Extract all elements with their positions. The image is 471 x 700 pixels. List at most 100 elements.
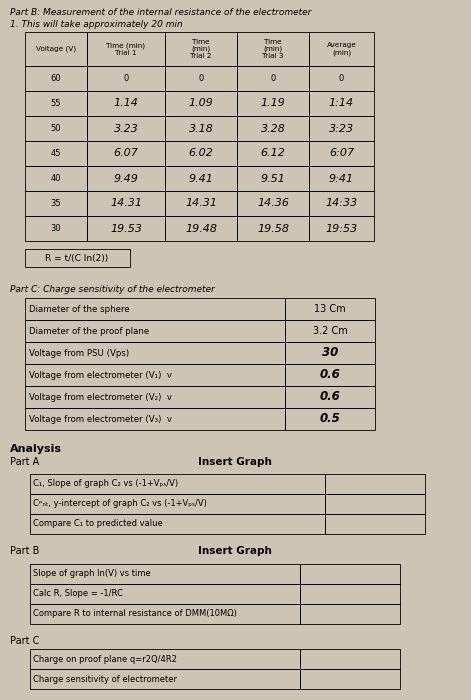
- Text: Charge sensitivity of electrometer: Charge sensitivity of electrometer: [33, 675, 177, 683]
- Bar: [309, 116, 374, 141]
- Bar: [300, 564, 400, 584]
- Text: 9.41: 9.41: [188, 174, 213, 183]
- Text: 40: 40: [51, 174, 61, 183]
- Text: 0: 0: [339, 74, 344, 83]
- Text: R = t/(C ln(2)): R = t/(C ln(2)): [45, 253, 109, 262]
- Bar: [237, 141, 309, 166]
- Bar: [25, 249, 130, 267]
- Bar: [309, 216, 374, 241]
- Bar: [25, 166, 87, 191]
- Bar: [25, 320, 285, 342]
- Text: Compare C₁ to predicted value: Compare C₁ to predicted value: [33, 519, 163, 528]
- Bar: [87, 91, 165, 116]
- Text: 3.23: 3.23: [114, 123, 138, 134]
- Bar: [25, 91, 87, 116]
- Text: C₁, Slope of graph C₂ vs (-1+Vₚₛ/V): C₁, Slope of graph C₂ vs (-1+Vₚₛ/V): [33, 480, 178, 489]
- Text: Part C: Charge sensitivity of the electrometer: Part C: Charge sensitivity of the electr…: [10, 285, 215, 294]
- Text: 0.6: 0.6: [320, 391, 341, 403]
- Text: 6.07: 6.07: [114, 148, 138, 158]
- Text: 3.2 Cm: 3.2 Cm: [313, 326, 348, 336]
- Text: 30: 30: [322, 346, 338, 360]
- Bar: [25, 386, 285, 408]
- Bar: [285, 320, 375, 342]
- Text: 0: 0: [123, 74, 129, 83]
- Text: Compare R to internal resistance of DMM(10MΩ): Compare R to internal resistance of DMM(…: [33, 610, 237, 619]
- Bar: [30, 669, 300, 689]
- Bar: [87, 166, 165, 191]
- Text: 1.14: 1.14: [114, 99, 138, 108]
- Text: 1.19: 1.19: [260, 99, 285, 108]
- Text: Part B: Part B: [10, 546, 40, 556]
- Text: 1. This will take approximately 20 min: 1. This will take approximately 20 min: [10, 20, 183, 29]
- Bar: [309, 166, 374, 191]
- Bar: [165, 216, 237, 241]
- Text: 55: 55: [51, 99, 61, 108]
- Bar: [25, 408, 285, 430]
- Text: 19.53: 19.53: [110, 223, 142, 234]
- Bar: [309, 91, 374, 116]
- Bar: [165, 191, 237, 216]
- Text: 19.48: 19.48: [185, 223, 217, 234]
- Bar: [87, 116, 165, 141]
- Text: 19:53: 19:53: [325, 223, 357, 234]
- Bar: [309, 141, 374, 166]
- Bar: [237, 116, 309, 141]
- Text: Voltage from electrometer (V₃)  v: Voltage from electrometer (V₃) v: [29, 414, 172, 424]
- Bar: [285, 364, 375, 386]
- Bar: [285, 342, 375, 364]
- Text: 30: 30: [51, 224, 61, 233]
- Text: 14:33: 14:33: [325, 199, 357, 209]
- Bar: [30, 494, 325, 514]
- Text: Part C: Part C: [10, 636, 40, 646]
- Bar: [25, 141, 87, 166]
- Text: 9.49: 9.49: [114, 174, 138, 183]
- Bar: [237, 32, 309, 66]
- Bar: [300, 584, 400, 604]
- Text: Part A: Part A: [10, 457, 39, 467]
- Bar: [237, 216, 309, 241]
- Text: 35: 35: [51, 199, 61, 208]
- Text: 9.51: 9.51: [260, 174, 285, 183]
- Text: 13 Cm: 13 Cm: [314, 304, 346, 314]
- Text: 3:23: 3:23: [329, 123, 354, 134]
- Text: 45: 45: [51, 149, 61, 158]
- Text: Voltage from electrometer (V₁)  v: Voltage from electrometer (V₁) v: [29, 370, 172, 379]
- Text: Insert Graph: Insert Graph: [198, 457, 272, 467]
- Bar: [285, 386, 375, 408]
- Bar: [309, 191, 374, 216]
- Bar: [25, 66, 87, 91]
- Bar: [300, 669, 400, 689]
- Bar: [87, 32, 165, 66]
- Text: Voltage from PSU (Vps): Voltage from PSU (Vps): [29, 349, 129, 358]
- Text: 3.28: 3.28: [260, 123, 285, 134]
- Bar: [300, 604, 400, 624]
- Text: Diameter of the proof plane: Diameter of the proof plane: [29, 326, 149, 335]
- Bar: [30, 584, 300, 604]
- Text: Slope of graph ln(V) vs time: Slope of graph ln(V) vs time: [33, 570, 151, 578]
- Bar: [30, 564, 300, 584]
- Text: 14.36: 14.36: [257, 199, 289, 209]
- Text: 6.12: 6.12: [260, 148, 285, 158]
- Text: 0: 0: [198, 74, 203, 83]
- Bar: [165, 32, 237, 66]
- Bar: [165, 166, 237, 191]
- Bar: [30, 474, 325, 494]
- Bar: [30, 649, 300, 669]
- Text: 6:07: 6:07: [329, 148, 354, 158]
- Bar: [237, 191, 309, 216]
- Text: Insert Graph: Insert Graph: [198, 546, 272, 556]
- Text: Charge on proof plane q=r2Q/4R2: Charge on proof plane q=r2Q/4R2: [33, 654, 177, 664]
- Bar: [309, 32, 374, 66]
- Text: Average
(min): Average (min): [326, 42, 357, 56]
- Text: 50: 50: [51, 124, 61, 133]
- Text: 9:41: 9:41: [329, 174, 354, 183]
- Text: 3.18: 3.18: [188, 123, 213, 134]
- Text: 6.02: 6.02: [188, 148, 213, 158]
- Bar: [237, 91, 309, 116]
- Bar: [300, 649, 400, 669]
- Text: Voltage from electrometer (V₂)  v: Voltage from electrometer (V₂) v: [29, 393, 172, 402]
- Bar: [25, 342, 285, 364]
- Bar: [309, 66, 374, 91]
- Text: Voltage (V): Voltage (V): [36, 46, 76, 52]
- Text: Time
(min)
Trial 3: Time (min) Trial 3: [262, 38, 284, 60]
